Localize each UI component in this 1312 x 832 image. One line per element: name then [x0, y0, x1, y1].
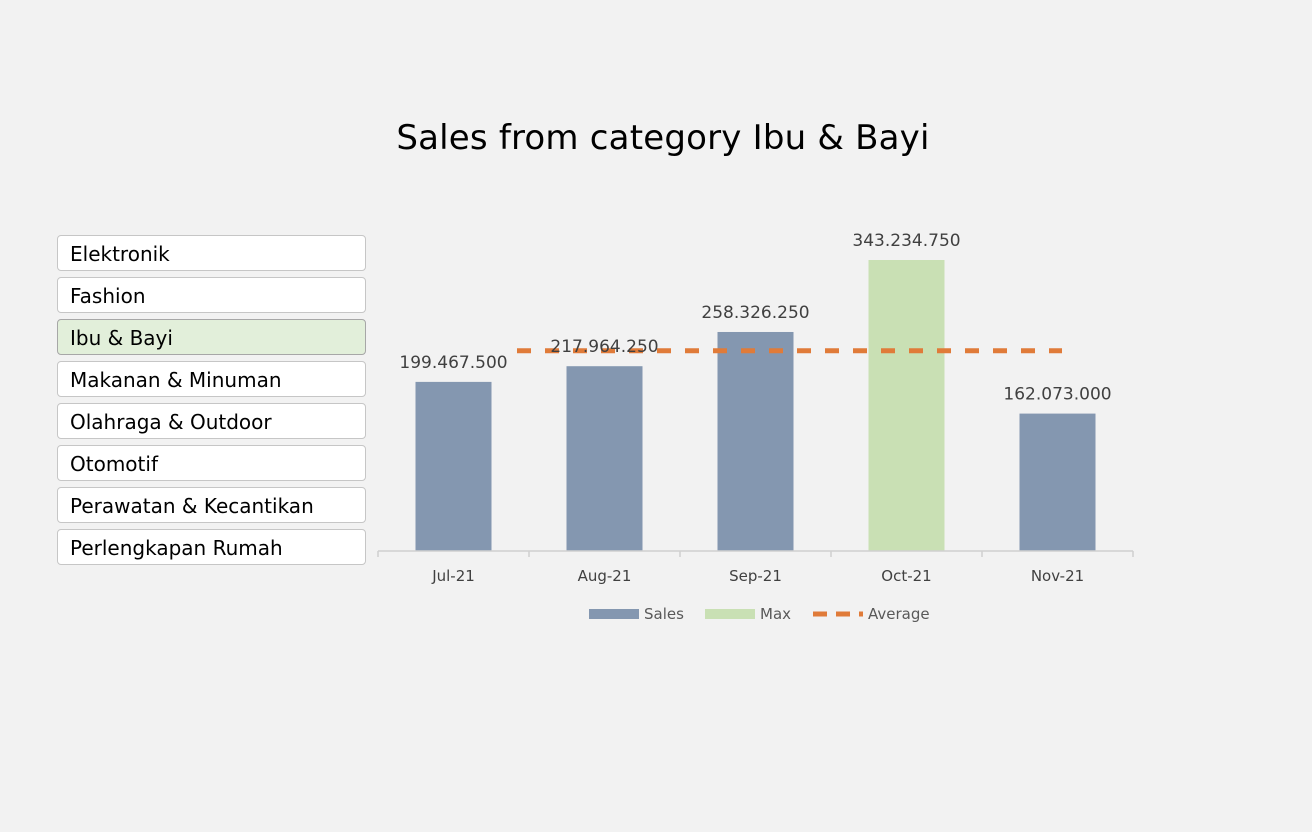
- legend-label-sales: Sales: [644, 605, 684, 623]
- slicer-item-ibu-bayi[interactable]: Ibu & Bayi: [57, 319, 366, 355]
- legend-label-max: Max: [760, 605, 791, 623]
- data-label: 162.073.000: [1003, 385, 1111, 405]
- legend-swatch-sales: [589, 609, 639, 619]
- slicer-item-elektronik[interactable]: Elektronik: [57, 235, 366, 271]
- data-label: 217.964.250: [550, 337, 658, 357]
- slicer-item-perawatan-kecantikan[interactable]: Perawatan & Kecantikan: [57, 487, 366, 523]
- slicer-item-fashion[interactable]: Fashion: [57, 277, 366, 313]
- x-tick-label: Aug-21: [578, 567, 632, 585]
- slicer-item-olahraga-outdoor[interactable]: Olahraga & Outdoor: [57, 403, 366, 439]
- chart-title: Sales from category Ibu & Bayi: [396, 118, 930, 158]
- data-label: 199.467.500: [399, 353, 507, 373]
- x-tick-label: Jul-21: [431, 567, 475, 585]
- slicer-item-perlengkapan-rumah[interactable]: Perlengkapan Rumah: [57, 529, 366, 565]
- category-slicer: Elektronik Fashion Ibu & Bayi Makanan & Min…: [57, 235, 366, 571]
- bar-sales-aug-21: [566, 366, 643, 551]
- data-label: 258.326.250: [701, 303, 809, 323]
- legend-label-average: Average: [868, 605, 930, 623]
- data-label: 343.234.750: [852, 231, 960, 251]
- legend-swatch-max: [705, 609, 755, 619]
- x-tick-label: Sep-21: [729, 567, 782, 585]
- slicer-item-otomotif[interactable]: Otomotif: [57, 445, 366, 481]
- bar-sales-nov-21: [1019, 413, 1096, 551]
- x-tick-label: Oct-21: [881, 567, 931, 585]
- bar-sales-sep-21: [717, 331, 794, 551]
- slicer-item-makanan-minuman[interactable]: Makanan & Minuman: [57, 361, 366, 397]
- bar-max-oct-21: [868, 260, 945, 551]
- x-tick-label: Nov-21: [1031, 567, 1084, 585]
- bar-sales-jul-21: [415, 381, 492, 551]
